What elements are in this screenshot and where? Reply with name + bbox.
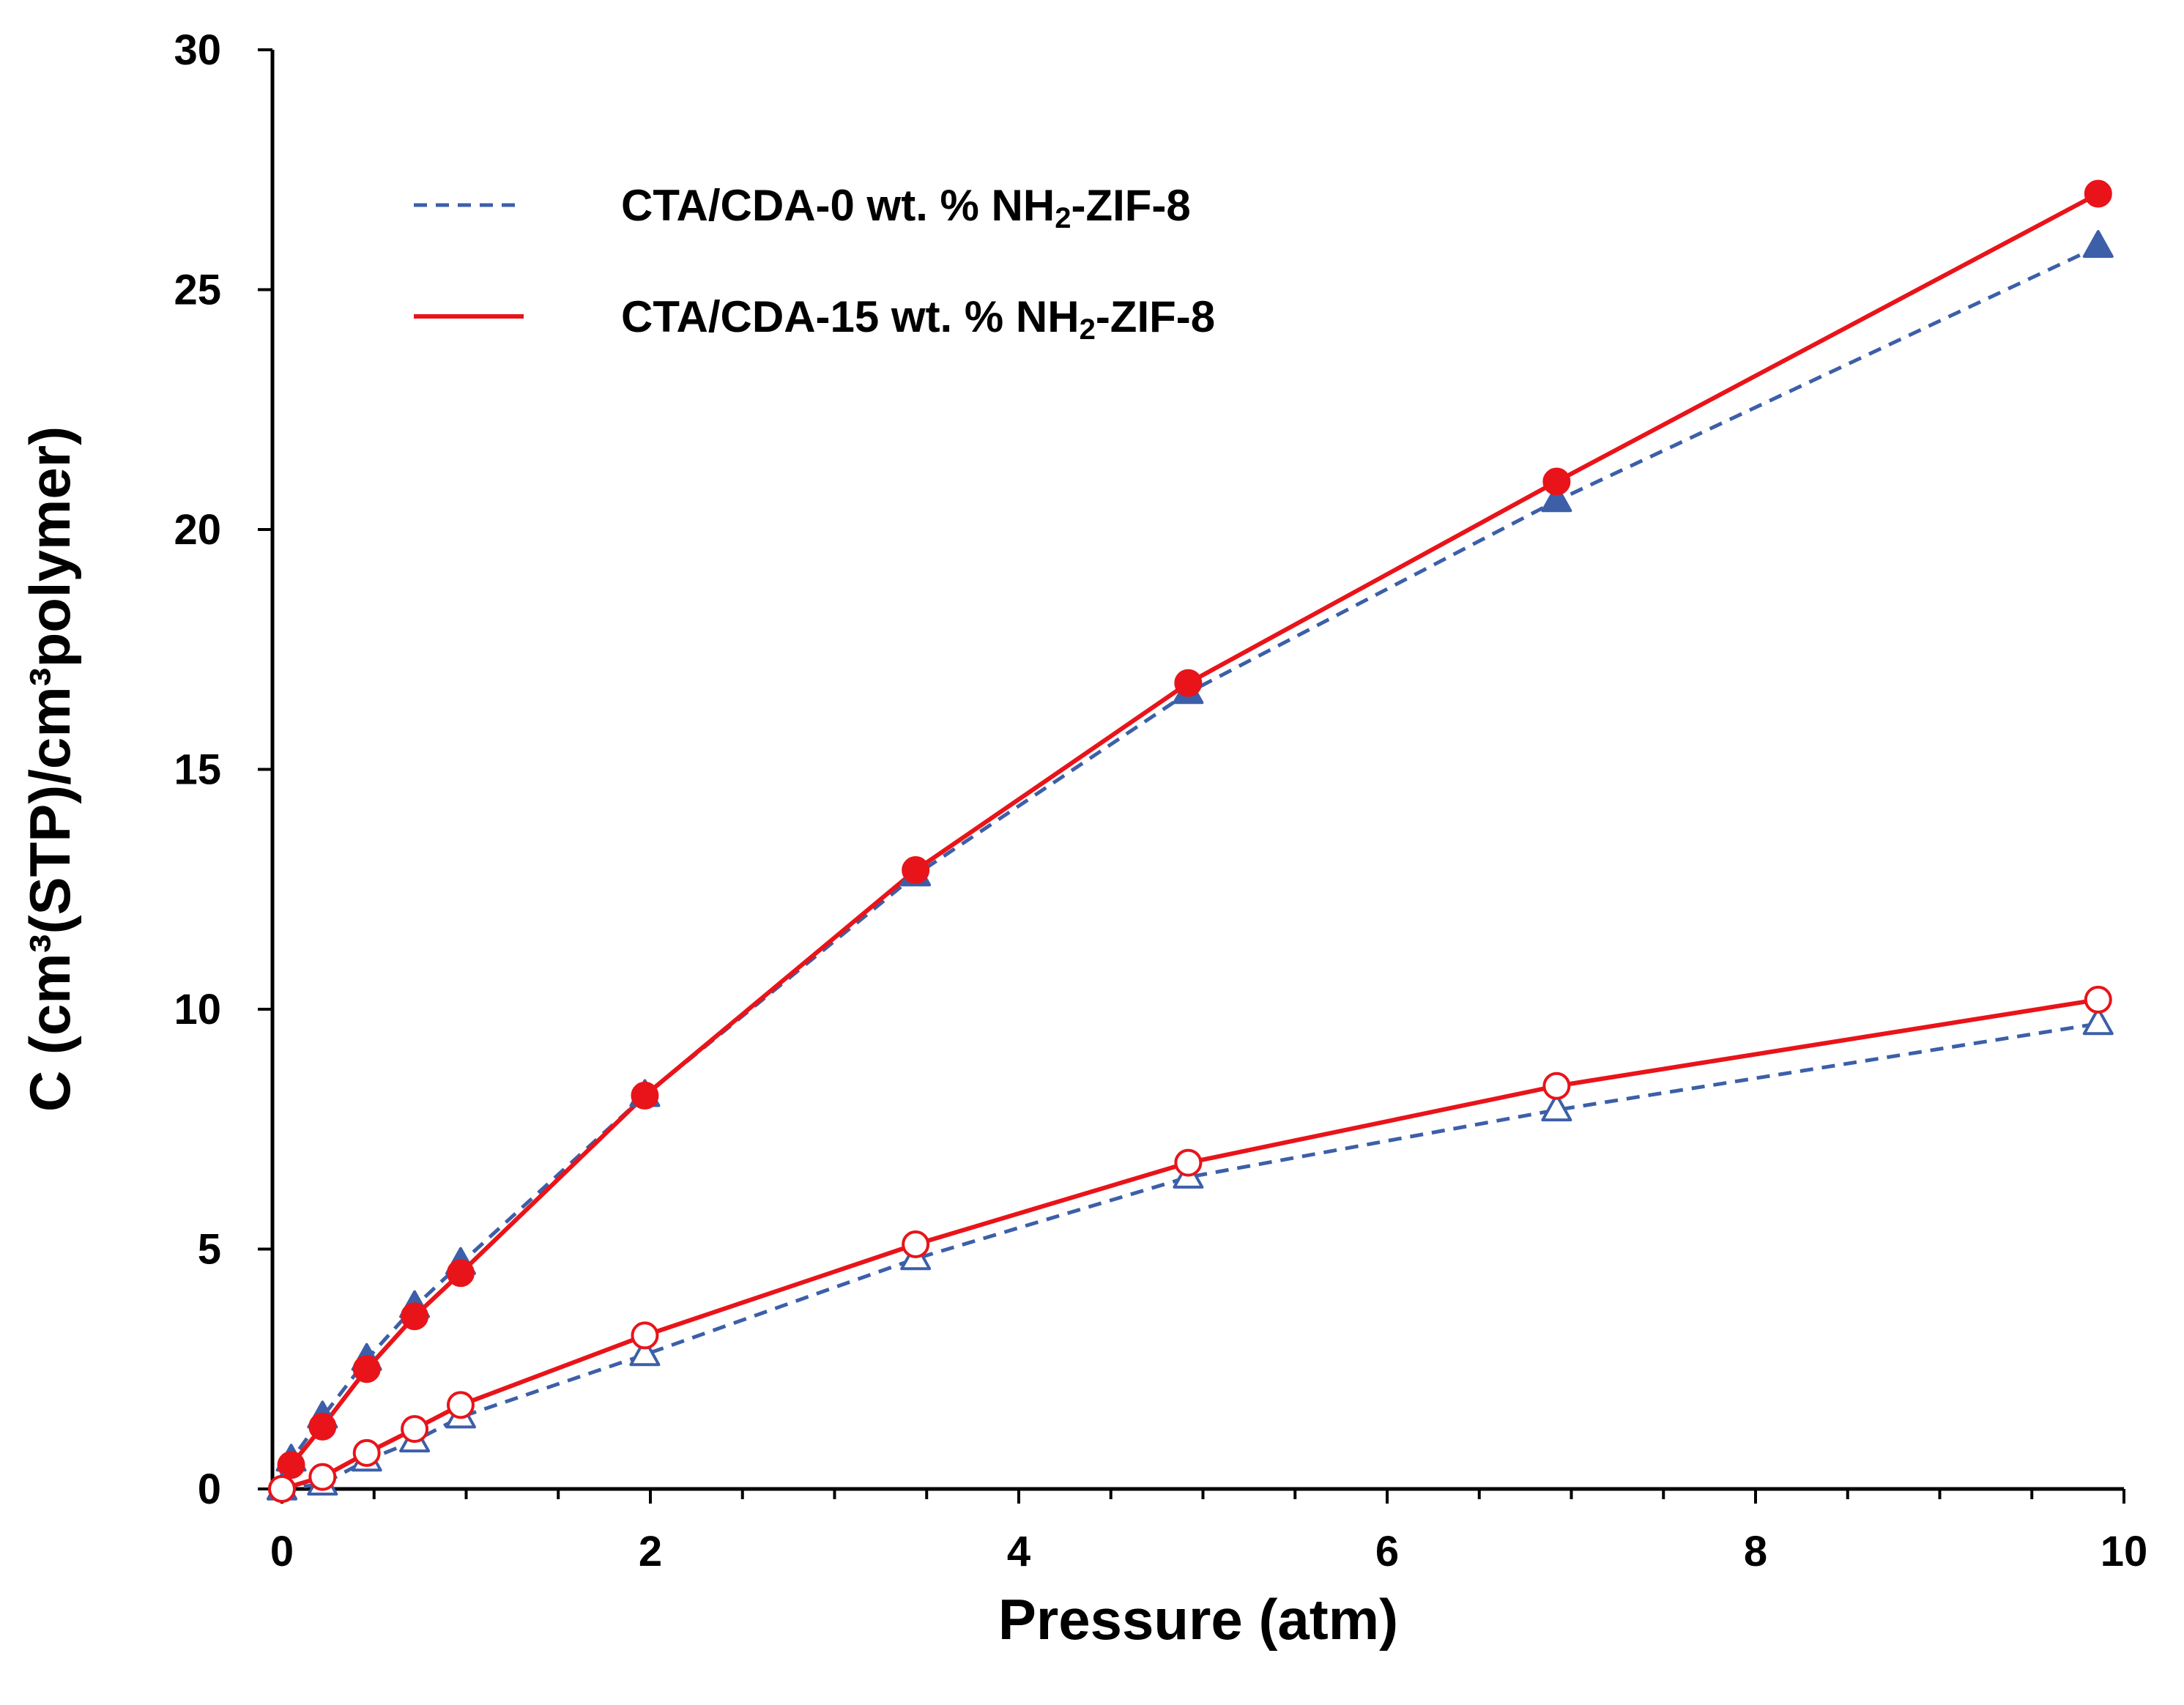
legend-label-0-prefix: CTA/CDA-0 wt. % NH (621, 181, 1055, 230)
legend-label-0-sub: 2 (1055, 202, 1071, 234)
data-point-series-2 (1541, 1093, 1572, 1122)
series-line-1 (280, 191, 2100, 1490)
x-tick-label: 6 (1375, 1528, 1399, 1575)
y-tick-label: 25 (174, 267, 221, 314)
data-point-series-3 (2084, 985, 2112, 1014)
x-axis-title: Pressure (atm) (998, 1587, 1398, 1652)
data-point-series-0 (1541, 484, 1572, 513)
data-point-series-3 (902, 1230, 930, 1258)
y-tick-label: 20 (174, 506, 221, 554)
data-point-series-3 (352, 1438, 381, 1467)
x-tick-label: 10 (2101, 1528, 2148, 1575)
x-tick-label: 2 (639, 1528, 662, 1575)
y-tick-label: 10 (174, 986, 221, 1033)
data-point-series-3 (631, 1321, 659, 1350)
legend-label-0: CTA/CDA-0 wt. % NH2-ZIF-8 (621, 181, 1191, 234)
x-tick-label: 0 (270, 1528, 294, 1575)
legend-label-1-sub: 2 (1080, 313, 1096, 346)
data-point-series-2 (629, 1338, 661, 1367)
legend-label-0-suffix: -ZIF-8 (1071, 181, 1190, 230)
tick-labels: 0 5 10 15 20 25 30 0 2 4 6 8 10 (174, 26, 2147, 1575)
data-point-series-1 (2084, 179, 2112, 208)
y-tick-label: 15 (174, 746, 221, 794)
series-line-0 (280, 245, 2099, 1490)
data-point-series-1 (1174, 669, 1203, 697)
series-layer (280, 191, 2100, 1491)
y-tick-label: 30 (174, 26, 221, 74)
data-point-series-1 (277, 1451, 305, 1479)
legend-label-1: CTA/CDA-15 wt. % NH2-ZIF-8 (621, 292, 1215, 346)
data-point-series-0 (2082, 230, 2114, 259)
axes (270, 50, 2124, 1491)
data-point-series-1 (401, 1302, 429, 1331)
data-point-series-3 (308, 1463, 337, 1491)
data-point-series-3 (1542, 1071, 1571, 1100)
y-axis-title: C (cm³(STP)/cm³polymer) (18, 426, 82, 1112)
x-tick-label: 4 (1007, 1528, 1030, 1575)
series-line-2 (281, 1022, 2099, 1491)
x-tick-label: 8 (1744, 1528, 1767, 1575)
legend: CTA/CDA-0 wt. % NH2-ZIF-8 CTA/CDA-15 wt.… (414, 181, 1215, 346)
data-point-series-1 (352, 1355, 381, 1383)
data-point-series-3 (268, 1475, 296, 1503)
data-point-series-1 (446, 1259, 475, 1288)
data-point-series-1 (631, 1081, 659, 1110)
data-point-series-2 (2082, 1007, 2114, 1036)
y-tick-label: 0 (198, 1466, 221, 1513)
data-point-series-3 (401, 1415, 429, 1444)
data-point-series-1 (902, 856, 930, 885)
ticks (258, 48, 2125, 1504)
data-point-series-1 (1542, 467, 1571, 496)
data-point-series-3 (1174, 1148, 1203, 1177)
legend-label-1-suffix: -ZIF-8 (1096, 292, 1215, 341)
legend-label-1-prefix: CTA/CDA-15 wt. % NH (621, 292, 1080, 341)
markers-layer (267, 179, 2114, 1503)
series-line-3 (281, 997, 2099, 1491)
y-tick-label: 5 (198, 1226, 221, 1274)
data-point-series-3 (446, 1391, 475, 1419)
data-point-series-1 (308, 1412, 337, 1441)
